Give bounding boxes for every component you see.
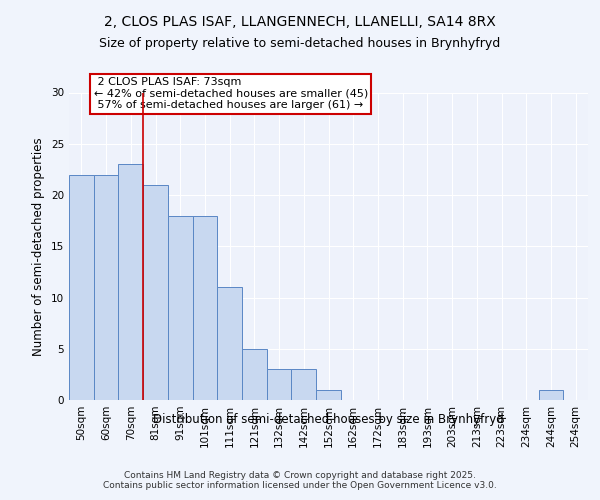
Bar [267, 369, 292, 400]
Text: Distribution of semi-detached houses by size in Brynhyfryd: Distribution of semi-detached houses by … [154, 412, 504, 426]
Bar [292, 369, 316, 400]
Bar [539, 390, 563, 400]
Bar [118, 164, 143, 400]
Text: Contains HM Land Registry data © Crown copyright and database right 2025.
Contai: Contains HM Land Registry data © Crown c… [103, 470, 497, 490]
Bar [143, 184, 168, 400]
Bar [69, 174, 94, 400]
Bar [193, 216, 217, 400]
Bar [242, 349, 267, 400]
Text: 2, CLOS PLAS ISAF, LLANGENNECH, LLANELLI, SA14 8RX: 2, CLOS PLAS ISAF, LLANGENNECH, LLANELLI… [104, 15, 496, 29]
Y-axis label: Number of semi-detached properties: Number of semi-detached properties [32, 137, 46, 356]
Bar [94, 174, 118, 400]
Text: Size of property relative to semi-detached houses in Brynhyfryd: Size of property relative to semi-detach… [100, 38, 500, 51]
Bar [316, 390, 341, 400]
Bar [217, 287, 242, 400]
Text: 2 CLOS PLAS ISAF: 73sqm
← 42% of semi-detached houses are smaller (45)
 57% of s: 2 CLOS PLAS ISAF: 73sqm ← 42% of semi-de… [94, 77, 368, 110]
Bar [168, 216, 193, 400]
